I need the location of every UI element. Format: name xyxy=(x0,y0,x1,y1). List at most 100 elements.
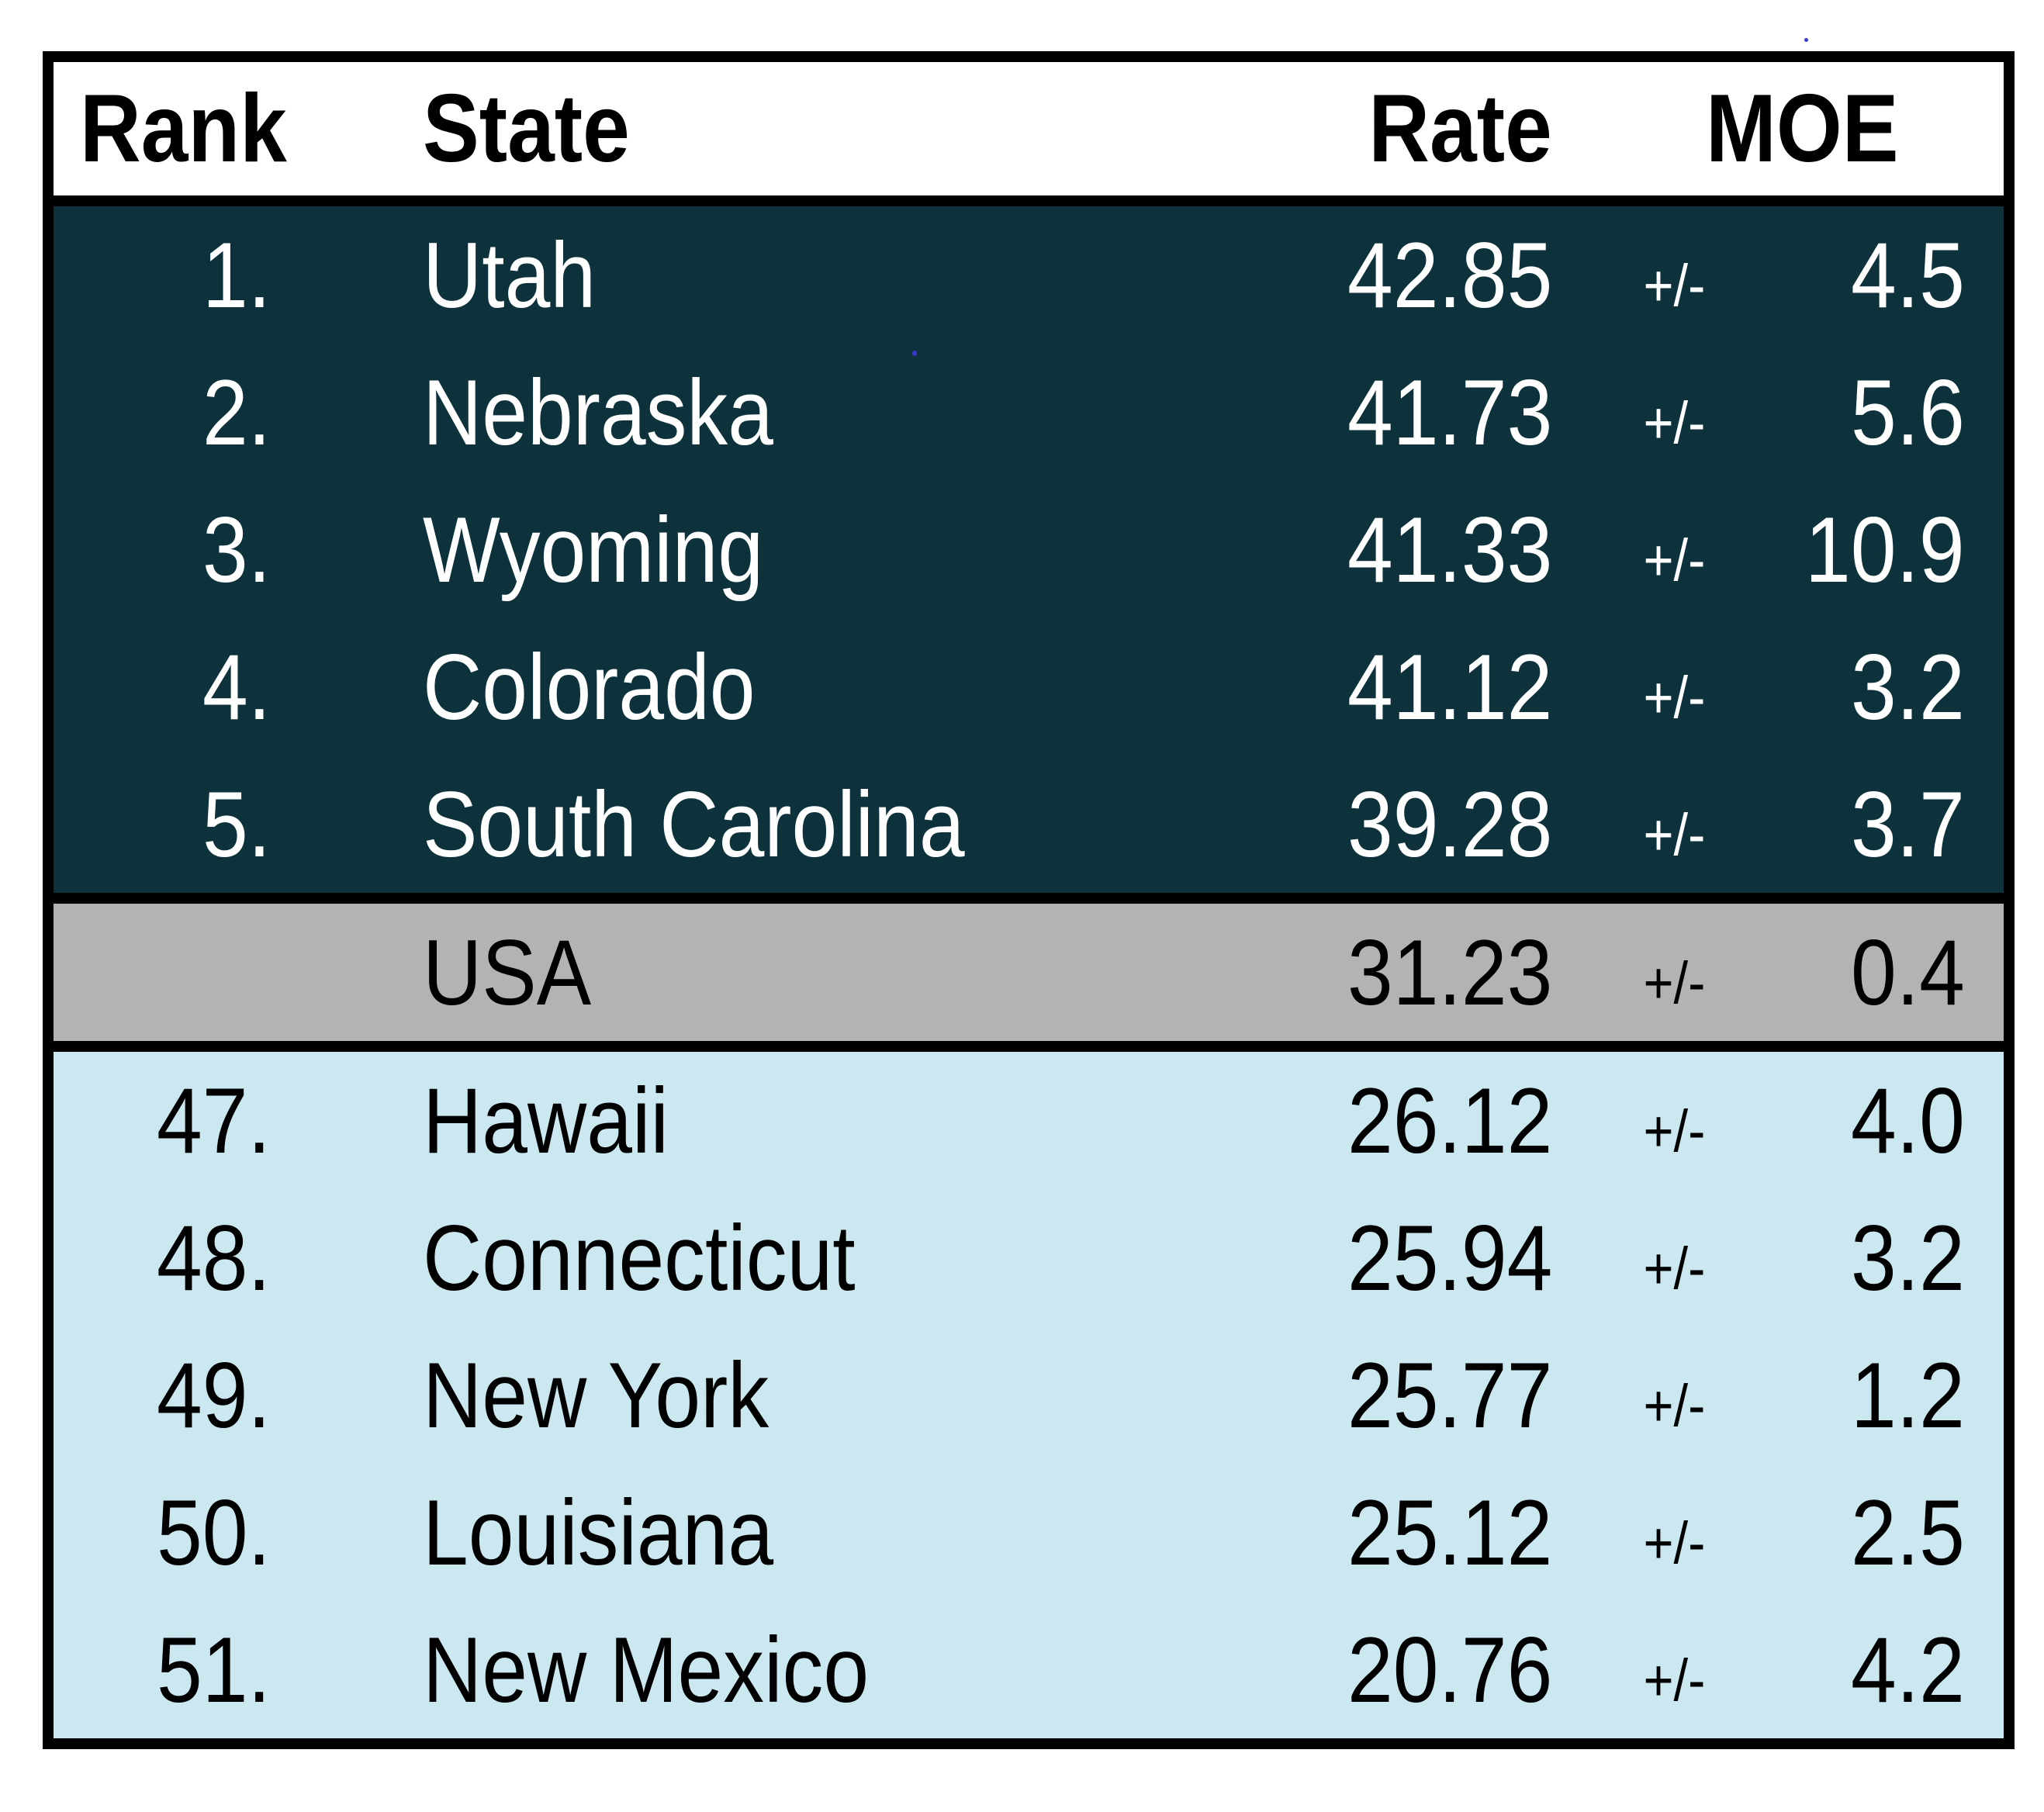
table-row-connecticut: 48. Connecticut 25.94 +/- 3.2 xyxy=(54,1189,2004,1326)
rate-cell: 42.85 xyxy=(1274,206,1600,344)
column-header-rate: Rate xyxy=(1274,62,1600,195)
plus-minus-label: +/- xyxy=(1643,1647,1705,1713)
plus-minus-label: +/- xyxy=(1643,1098,1705,1164)
rank-cell: 3. xyxy=(54,481,278,618)
rate-cell: 41.33 xyxy=(1274,481,1600,618)
rate-value: 41.12 xyxy=(1347,635,1552,739)
rank-value: 47. xyxy=(157,1068,271,1173)
state-value: New York xyxy=(423,1343,770,1447)
rank-value: 5. xyxy=(202,772,271,877)
rank-cell: 4. xyxy=(54,618,278,756)
rate-value: 25.77 xyxy=(1347,1343,1552,1447)
rate-cell: 31.23 xyxy=(1274,904,1600,1041)
state-value: Nebraska xyxy=(423,360,773,465)
table-row-usa: USA 31.23 +/- 0.4 xyxy=(54,904,2004,1041)
rate-value: 41.33 xyxy=(1347,497,1552,602)
rank-cell: 50. xyxy=(54,1464,278,1601)
plus-minus-label: +/- xyxy=(1643,949,1705,1016)
table-header-row: Rank State Rate MOE xyxy=(54,62,2004,195)
rate-cell: 26.12 xyxy=(1274,1052,1600,1189)
state-cell: USA xyxy=(278,904,1274,1041)
rank-value: 51. xyxy=(157,1617,271,1722)
state-cell: Utah xyxy=(278,206,1274,344)
rank-value: 49. xyxy=(157,1343,271,1447)
column-header-rank-label: Rank xyxy=(80,75,287,182)
rank-cell: 47. xyxy=(54,1052,278,1189)
moe-cell: 4.5 xyxy=(1748,206,2004,344)
table-row-hawaii: 47. Hawaii 26.12 +/- 4.0 xyxy=(54,1052,2004,1189)
state-cell: New Mexico xyxy=(278,1601,1274,1738)
plus-minus-cell: +/- xyxy=(1600,1189,1748,1326)
moe-value: 4.5 xyxy=(1851,223,1965,327)
table-row-new-mexico: 51. New Mexico 20.76 +/- 4.2 xyxy=(54,1601,2004,1738)
moe-cell: 3.7 xyxy=(1748,756,2004,893)
state-cell: South Carolina xyxy=(278,756,1274,893)
rate-value: 25.94 xyxy=(1347,1205,1552,1310)
state-value: Connecticut xyxy=(423,1205,856,1310)
usa-average-section: USA 31.23 +/- 0.4 xyxy=(54,893,2004,1041)
moe-cell: 4.2 xyxy=(1748,1601,2004,1738)
moe-cell: 5.6 xyxy=(1748,344,2004,481)
table-row-wyoming: 3. Wyoming 41.33 +/- 10.9 xyxy=(54,481,2004,618)
plus-minus-cell: +/- xyxy=(1600,344,1748,481)
rank-cell: 1. xyxy=(54,206,278,344)
moe-cell: 3.2 xyxy=(1748,618,2004,756)
moe-cell: 3.2 xyxy=(1748,1189,2004,1326)
column-header-state: State xyxy=(278,62,1274,195)
column-header-rate-label: Rate xyxy=(1368,75,1552,182)
table-row-louisiana: 50. Louisiana 25.12 +/- 2.5 xyxy=(54,1464,2004,1601)
rate-cell: 25.12 xyxy=(1274,1464,1600,1601)
moe-value: 10.9 xyxy=(1805,497,1965,602)
state-value: New Mexico xyxy=(423,1617,870,1722)
rate-value: 41.73 xyxy=(1347,360,1552,465)
rank-value: 4. xyxy=(202,635,271,739)
rank-cell: 2. xyxy=(54,344,278,481)
moe-value: 4.0 xyxy=(1851,1068,1965,1173)
ink-speck xyxy=(912,351,917,356)
state-value: Utah xyxy=(423,223,597,327)
rate-cell: 25.94 xyxy=(1274,1189,1600,1326)
rank-value: 3. xyxy=(202,497,271,602)
plus-minus-cell: +/- xyxy=(1600,1326,1748,1464)
column-header-state-label: State xyxy=(423,75,630,182)
moe-cell: 0.4 xyxy=(1748,904,2004,1041)
state-value: South Carolina xyxy=(423,772,965,877)
moe-cell: 1.2 xyxy=(1748,1326,2004,1464)
rank-cell xyxy=(54,904,278,1041)
rate-value: 20.76 xyxy=(1347,1617,1552,1722)
plus-minus-cell: +/- xyxy=(1600,206,1748,344)
rate-value: 39.28 xyxy=(1347,772,1552,877)
plus-minus-cell: +/- xyxy=(1600,1601,1748,1738)
moe-value: 4.2 xyxy=(1851,1617,1965,1722)
state-cell: Wyoming xyxy=(278,481,1274,618)
plus-minus-cell: +/- xyxy=(1600,1052,1748,1189)
moe-cell: 10.9 xyxy=(1748,481,2004,618)
state-cell: New York xyxy=(278,1326,1274,1464)
plus-minus-cell: +/- xyxy=(1600,618,1748,756)
ink-speck xyxy=(1804,38,1808,42)
rate-cell: 39.28 xyxy=(1274,756,1600,893)
rank-cell: 5. xyxy=(54,756,278,893)
rate-cell: 41.73 xyxy=(1274,344,1600,481)
rate-value: 31.23 xyxy=(1347,920,1552,1025)
state-cell: Nebraska xyxy=(278,344,1274,481)
plus-minus-cell: +/- xyxy=(1600,904,1748,1041)
ranking-table: Rank State Rate MOE 1. Utah 42.85 +/- 4.… xyxy=(43,51,2015,1749)
plus-minus-label: +/- xyxy=(1643,801,1705,868)
moe-value: 0.4 xyxy=(1851,920,1965,1025)
plus-minus-label: +/- xyxy=(1643,389,1705,456)
rate-cell: 20.76 xyxy=(1274,1601,1600,1738)
column-header-moe: MOE xyxy=(1600,62,2004,195)
bottom-ranked-section: 47. Hawaii 26.12 +/- 4.0 48. Connecticut… xyxy=(54,1041,2004,1738)
rank-value: 2. xyxy=(202,360,271,465)
state-value: Wyoming xyxy=(423,497,764,602)
table-row-south-carolina: 5. South Carolina 39.28 +/- 3.7 xyxy=(54,756,2004,893)
moe-value: 2.5 xyxy=(1851,1480,1965,1585)
state-value: Colorado xyxy=(423,635,756,739)
moe-value: 3.2 xyxy=(1851,1205,1965,1310)
plus-minus-label: +/- xyxy=(1643,1509,1705,1576)
column-header-rank: Rank xyxy=(54,62,287,195)
plus-minus-label: +/- xyxy=(1643,527,1705,593)
rate-value: 26.12 xyxy=(1347,1068,1552,1173)
moe-value: 3.7 xyxy=(1851,772,1965,877)
